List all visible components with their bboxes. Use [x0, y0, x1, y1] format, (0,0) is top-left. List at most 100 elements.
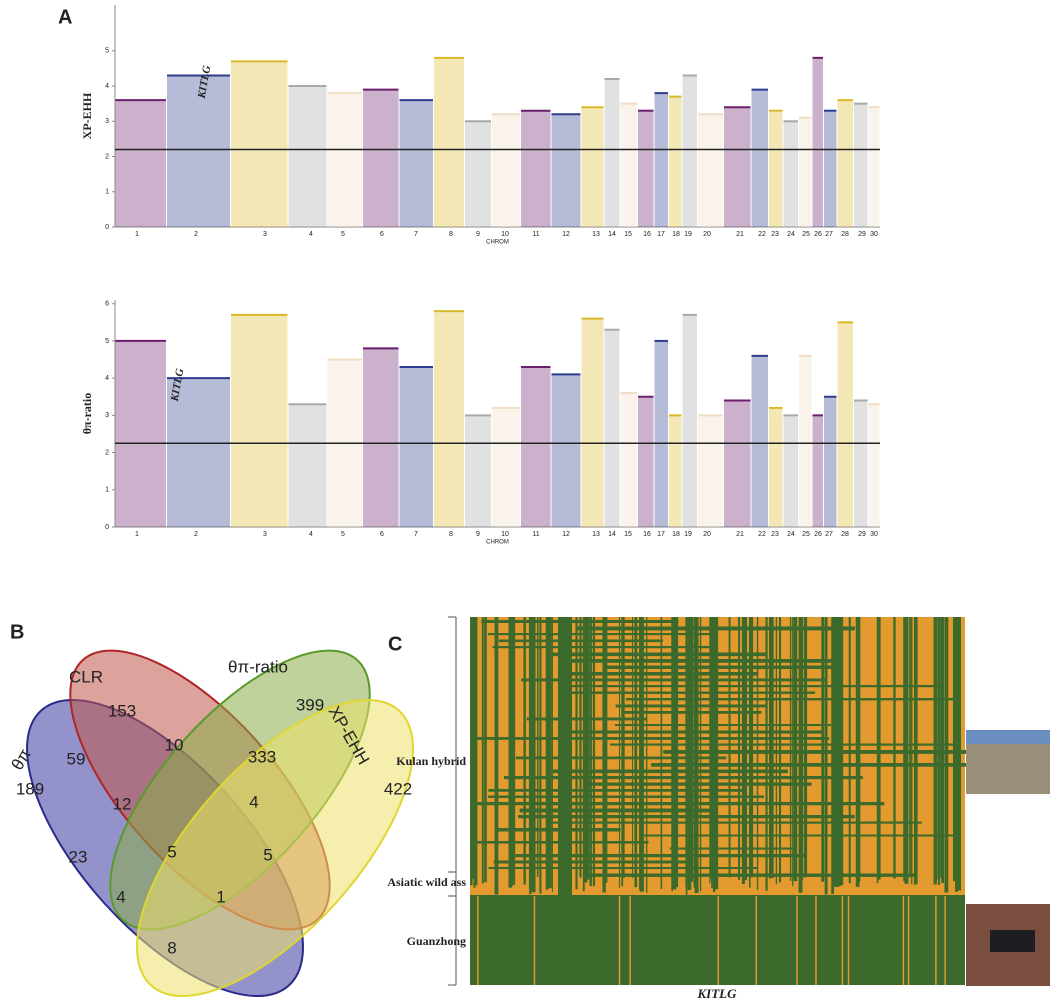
y-tick-label: 3 — [105, 412, 109, 419]
haplotype-stripe — [605, 617, 608, 883]
region-count: 10 — [165, 735, 184, 754]
x-tick-label: 27 — [825, 531, 833, 538]
haplotype-stripe — [738, 617, 741, 880]
chromosome-signal — [682, 75, 697, 227]
region-count: 422 — [384, 779, 412, 798]
x-tick-label: 10 — [501, 531, 509, 538]
photo — [966, 730, 1050, 744]
haplotype-panel: Kulan hybrid Asiatic wild ass Guanzhong … — [387, 616, 1050, 1001]
x-tick-label: 18 — [672, 231, 680, 238]
haplotype-row — [582, 873, 915, 877]
haplotype-row — [493, 860, 690, 864]
x-tick-label: 21 — [736, 231, 744, 238]
haplotype-row — [504, 776, 863, 780]
haplotype-stripe — [470, 617, 473, 886]
haplotype-stripe — [533, 896, 536, 985]
haplotype-stripe — [909, 617, 911, 878]
x-tick-label: 11 — [532, 531, 539, 538]
haplotype-stripe — [558, 617, 572, 895]
haplotype-stripe — [770, 617, 774, 878]
haplotype-row — [651, 763, 979, 767]
haplotype-stripe — [815, 896, 817, 985]
panel-label: C — [388, 633, 402, 655]
haplotype-stripe — [778, 617, 782, 883]
haplotype-stripe — [952, 617, 956, 882]
chromosome-signal — [799, 117, 812, 227]
x-tick-label: 20 — [703, 531, 711, 538]
chromosome-signal — [399, 100, 433, 227]
chromosome-signal — [231, 314, 288, 527]
x-tick-label: 16 — [643, 231, 651, 238]
haplotype-stripe — [847, 896, 850, 985]
haplotype-row — [614, 724, 831, 727]
haplotype-stripe — [905, 617, 908, 882]
haplotype-stripe — [590, 617, 592, 883]
haplotype-row — [488, 795, 764, 798]
x-tick-label: 2 — [194, 231, 198, 238]
x-tick-label: 29 — [858, 531, 866, 538]
haplotype-row — [526, 717, 647, 721]
haplotype-row — [473, 737, 830, 740]
chromosome-signal — [434, 57, 464, 227]
x-tick-label: 30 — [870, 531, 878, 538]
haplotype-stripe — [532, 617, 536, 893]
x-tick-label: 8 — [449, 531, 453, 538]
x-tick-label: 18 — [672, 531, 680, 538]
haplotype-stripe — [744, 617, 748, 881]
chromosome-signal — [551, 374, 581, 527]
region-count: 189 — [16, 779, 44, 798]
haplotype-stripe — [618, 896, 621, 985]
haplotype-stripe — [902, 896, 905, 985]
chromosome-signal — [769, 407, 783, 527]
annotation: KITLG — [169, 368, 187, 404]
chromosome-signal — [751, 89, 768, 227]
chromosome-signal — [669, 415, 682, 527]
x-tick-label: 8 — [449, 231, 453, 238]
haplotype-stripe — [798, 617, 803, 893]
haplotype-stripe — [857, 617, 861, 882]
x-tick-label: 5 — [341, 531, 345, 538]
chromosome-signal — [724, 107, 751, 227]
haplotype-stripe — [618, 617, 621, 888]
group-label: Asiatic wild ass — [387, 875, 466, 889]
haplotype-stripe — [841, 896, 844, 985]
chromosome-signal — [167, 75, 230, 227]
y-tick-label: 5 — [105, 338, 109, 345]
region-count: 4 — [116, 887, 125, 906]
chromosome-signal — [769, 110, 783, 227]
haplotype-row — [492, 646, 711, 649]
haplotype-stripe — [631, 617, 634, 879]
haplotype-stripe — [621, 617, 625, 879]
y-tick-label: 0 — [105, 524, 109, 531]
x-tick-label: 28 — [841, 531, 849, 538]
haplotype-stripe — [768, 617, 772, 879]
chromosome-signal — [868, 107, 880, 227]
x-tick-label: 23 — [771, 231, 779, 238]
chromosome-signal — [581, 318, 604, 527]
haplotype-stripe — [639, 617, 644, 892]
haplotype-stripe — [592, 617, 596, 887]
chromosome-signal — [698, 114, 723, 227]
photo — [990, 930, 1035, 952]
x-tick-label: 14 — [608, 531, 616, 538]
x-tick-label: 20 — [703, 231, 711, 238]
haplotype-stripe — [639, 617, 641, 891]
chromosome-signal — [824, 110, 837, 227]
chromosome-signal — [327, 93, 362, 227]
chromosome-signal — [288, 86, 327, 227]
x-tick-label: 4 — [309, 231, 313, 238]
haplotype-row — [615, 704, 767, 708]
haplotype-row — [552, 769, 788, 774]
region-count: 12 — [113, 794, 132, 813]
chromosome-signal — [724, 400, 751, 527]
x-tick-label: 25 — [802, 231, 810, 238]
haplotype-row — [488, 867, 757, 870]
x-tick-label: 15 — [624, 231, 632, 238]
haplotype-stripe — [545, 617, 549, 890]
haplotype-stripe — [579, 617, 582, 878]
haplotype-stripe — [690, 617, 694, 882]
haplotype-stripe — [471, 617, 475, 879]
region-count: 399 — [296, 695, 324, 714]
